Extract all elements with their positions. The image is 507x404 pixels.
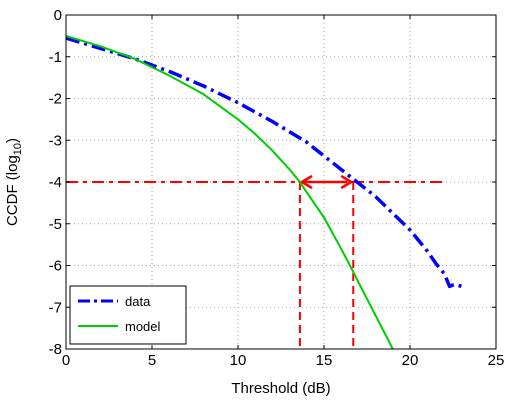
y-tick-label: -5 [49,216,62,233]
y-tick-label: -4 [49,174,62,191]
y-tick-label: -2 [49,91,62,108]
y-tick-label: -8 [49,341,62,358]
x-tick-label: 20 [402,352,419,369]
annotations [66,174,445,349]
y-axis-title-tail: ) [4,138,21,143]
y-tick-label: -7 [49,299,62,316]
ticks: 0 5 10 15 20 25 0 -1 -2 -3 -4 -5 -6 -7 -8 [49,7,505,369]
y-axis-title-sub: 10 [12,143,24,155]
y-tick-label: -1 [49,49,62,66]
legend-label-model: model [125,319,161,334]
series-line-data [66,36,463,289]
legend-box [69,285,187,345]
y-tick-label: -6 [49,258,62,275]
y-axis-title-main: CCDF (log [4,155,21,226]
x-tick-label: 25 [488,352,505,369]
y-tick-label: -3 [49,132,62,149]
x-tick-label: 5 [148,352,156,369]
y-axis-title: CCDF (log10) [4,138,24,226]
legend-label-data: data [125,294,151,309]
x-tick-label: 15 [316,352,333,369]
series-line-model [66,34,394,349]
x-axis-title: Threshold (dB) [231,380,330,397]
x-tick-label: 10 [230,352,247,369]
x-tick-label: 0 [62,352,70,369]
gap-arrow-head-left [299,174,313,190]
gap-arrow-head-right [340,174,354,190]
legend: data model [69,285,187,345]
y-tick-label: 0 [54,7,62,24]
series [66,34,463,349]
